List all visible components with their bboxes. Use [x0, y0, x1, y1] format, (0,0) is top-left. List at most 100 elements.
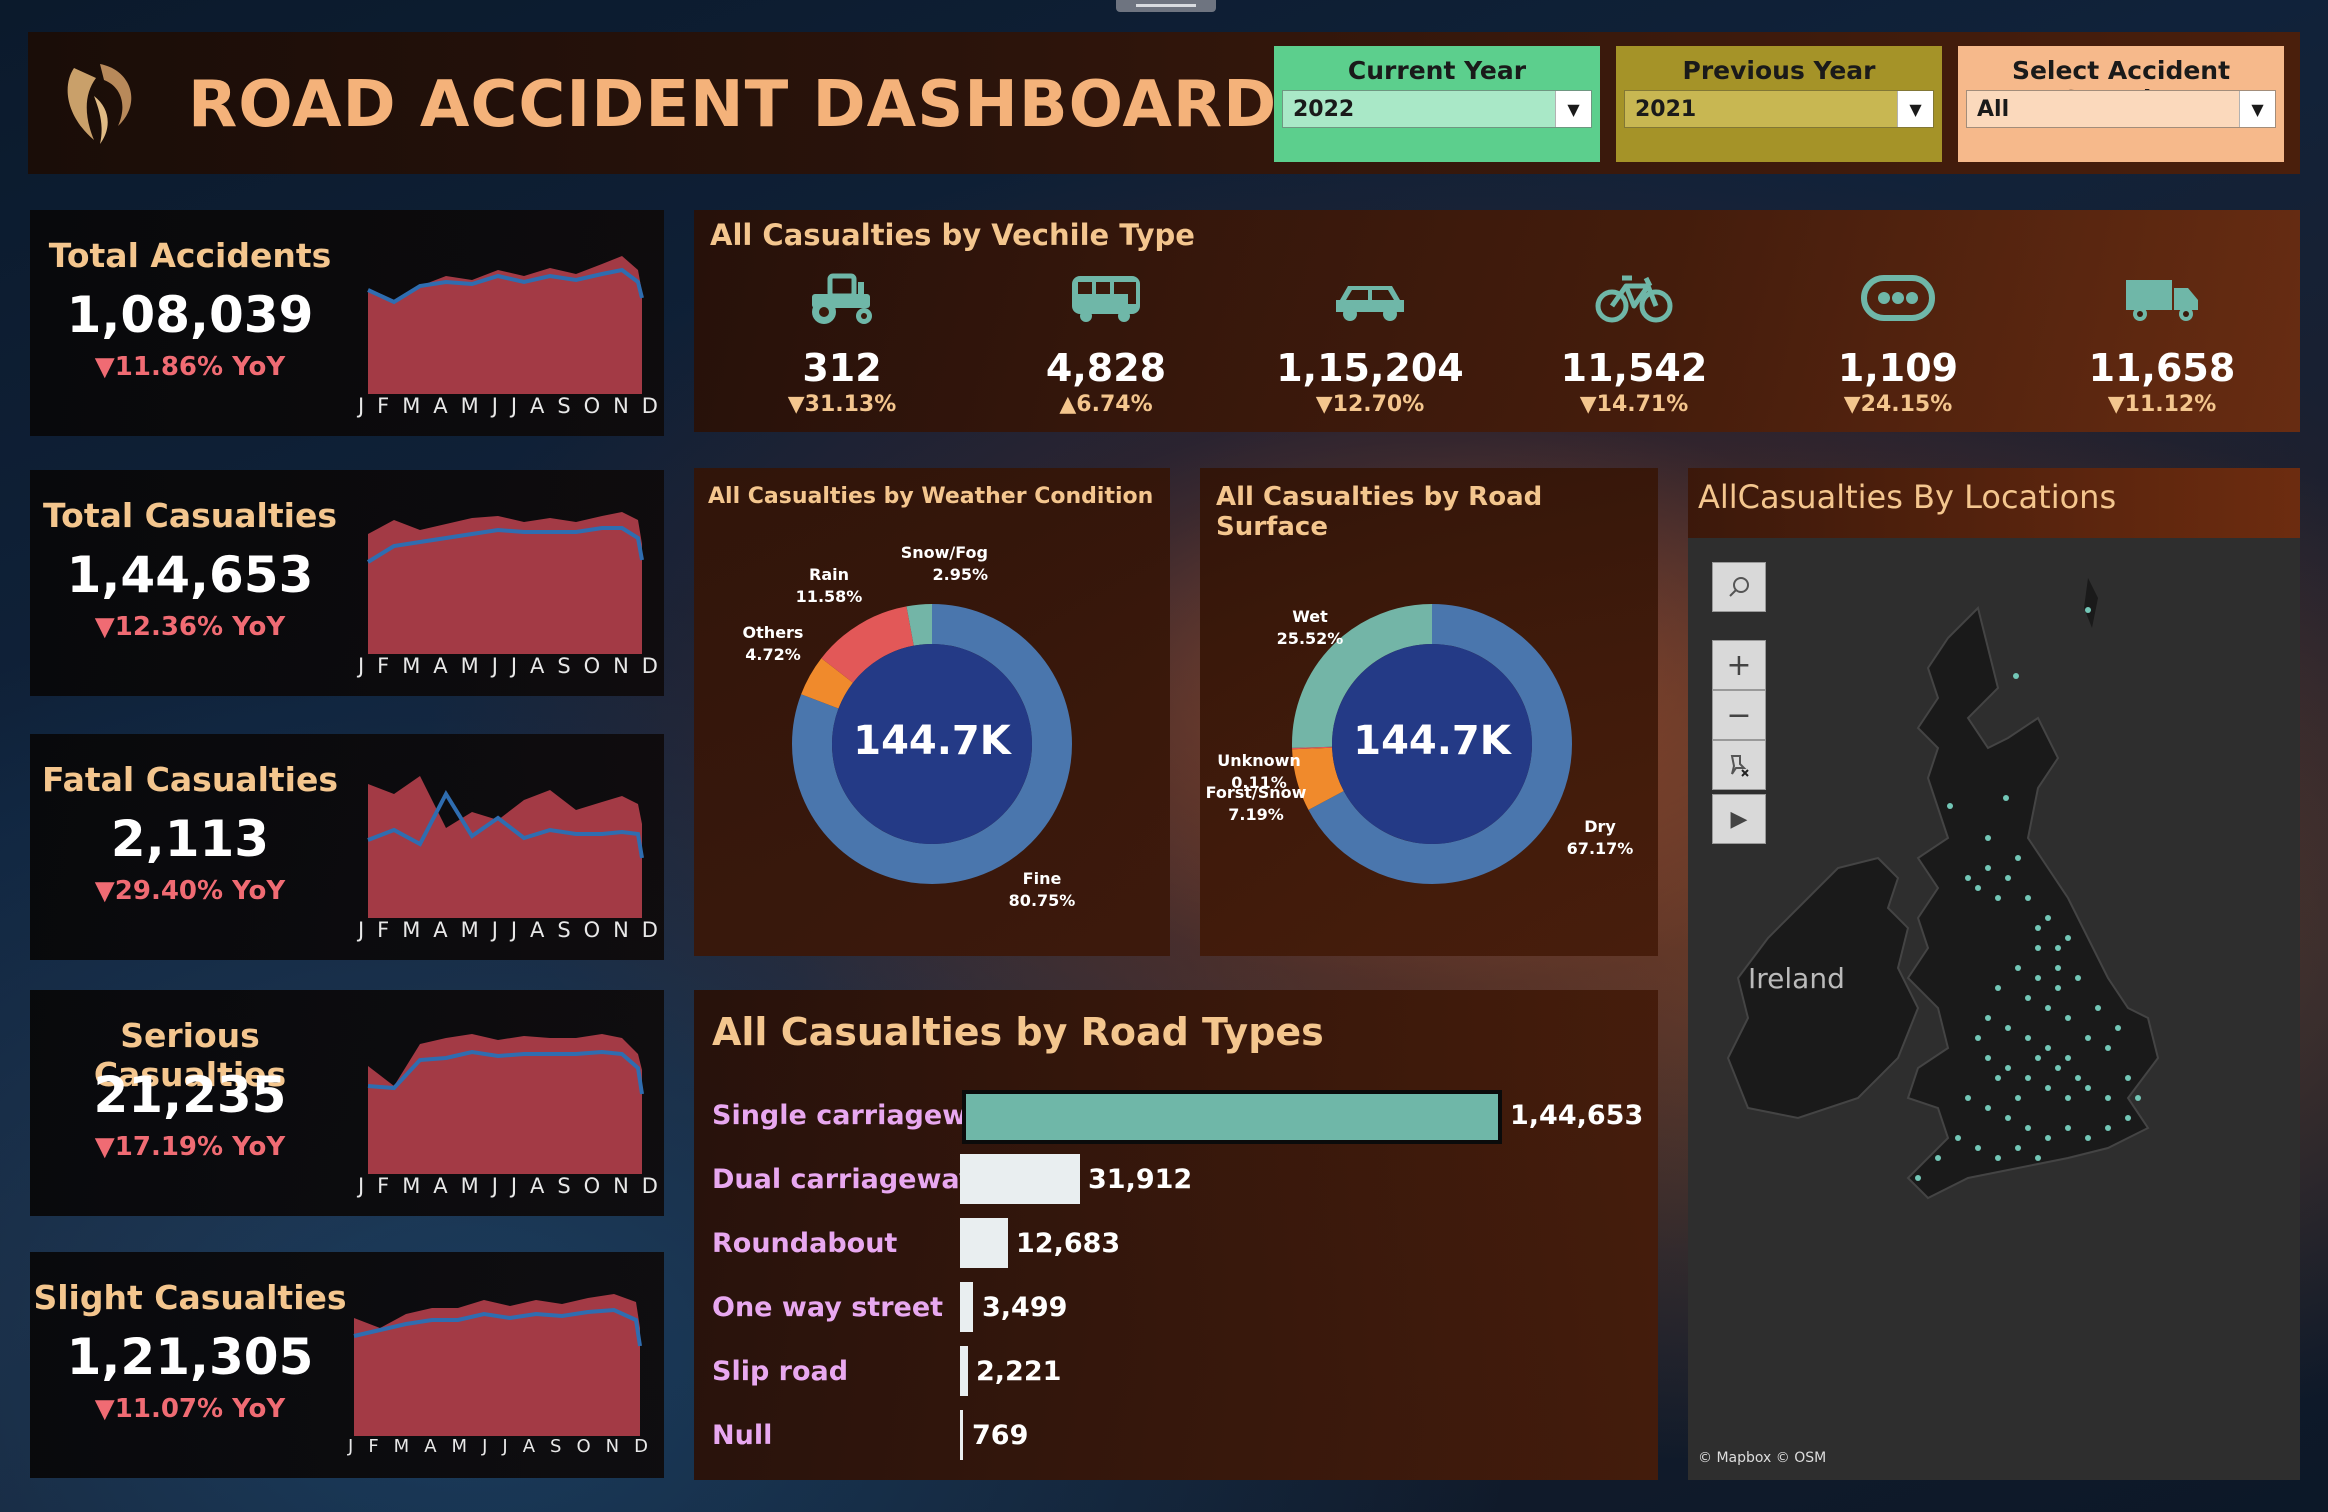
road-label: Slip road — [712, 1356, 849, 1387]
road-row-slip[interactable]: Slip road 2,221 — [694, 1346, 1658, 1400]
logo-icon — [67, 64, 132, 144]
vehicle-change: ▼24.15% — [1843, 392, 1953, 417]
kpi-label: Serious Casualties — [93, 1016, 287, 1094]
map-play-button[interactable]: ▶ — [1712, 794, 1766, 844]
previous-year-filter: Previous Year 2021 ▼ — [1616, 46, 1942, 162]
kpi-label: Total Casualties — [43, 496, 337, 535]
plus-icon: + — [1726, 647, 1752, 683]
kpi-yoy: ▼17.19% YoY — [94, 1132, 286, 1162]
kpi-slight-casualties[interactable]: Slight Casualties 1,21,305 ▼11.07% YoY J… — [30, 1252, 664, 1478]
road-value: 769 — [972, 1420, 1029, 1451]
surface-donut-chart[interactable] — [1200, 468, 1658, 956]
label-snow: Snow/Fog 2.95% — [900, 543, 988, 584]
road-value: 31,912 — [1088, 1164, 1193, 1195]
vehicle-change: ▼12.70% — [1315, 392, 1425, 417]
kpi-value: 1,44,653 — [66, 546, 314, 604]
road-bar[interactable] — [960, 1218, 1008, 1268]
road-bar[interactable] — [960, 1346, 968, 1396]
road-label: Dual carriageway — [712, 1164, 977, 1195]
chevron-down-icon[interactable]: ▼ — [1555, 91, 1591, 127]
vehicle-change: ▲6.74% — [1059, 392, 1153, 417]
panel-title: All Casualties by Weather Condition — [708, 484, 1154, 509]
vehicle-item-bus[interactable]: 4,828 ▲6.74% — [1006, 270, 1206, 417]
chevron-down-icon[interactable]: ▼ — [1897, 91, 1933, 127]
sparkline-chart[interactable] — [360, 490, 650, 654]
map-search-button[interactable] — [1712, 562, 1766, 612]
road-value: 1,44,653 — [1510, 1100, 1644, 1131]
map-zoom-in-button[interactable]: + — [1712, 640, 1766, 690]
kpi-yoy: ▼11.86% YoY — [94, 352, 286, 382]
vehicle-value: 11,542 — [1560, 346, 1708, 390]
sparkline-chart[interactable] — [360, 754, 650, 918]
chevron-down-icon[interactable]: ▼ — [2239, 91, 2275, 127]
road-value: 3,499 — [982, 1292, 1068, 1323]
vehicle-item-car[interactable]: 1,15,204 ▼12.70% — [1270, 270, 1470, 417]
map-credit: © Mapbox © OSM — [1698, 1450, 1827, 1466]
road-row-roundabout[interactable]: Roundabout 12,683 — [694, 1218, 1658, 1272]
current-year-select[interactable]: 2022 ▼ — [1282, 90, 1592, 128]
road-label: Null — [712, 1420, 773, 1451]
road-bar[interactable] — [960, 1282, 973, 1332]
severity-filter: Select Accident Severity All ▼ — [1958, 46, 2284, 162]
bus-icon — [1072, 276, 1140, 322]
road-bar[interactable] — [960, 1410, 963, 1460]
road-label: Single carriageway — [712, 1100, 1003, 1131]
road-bar[interactable] — [962, 1090, 1502, 1144]
donut-center-value: 144.7K — [1353, 718, 1511, 764]
vehicle-value: 4,828 — [1045, 346, 1167, 390]
tractor-icon — [812, 273, 872, 324]
road-bar[interactable] — [960, 1154, 1080, 1204]
label-wet: Wet 25.52% — [1276, 607, 1344, 648]
map-zoom-out-button[interactable]: − — [1712, 690, 1766, 740]
label-dry: Dry 67.17% — [1566, 817, 1634, 858]
panel-title: AllCasualties By Locations — [1698, 478, 2117, 516]
vehicle-type-panel: All Casualties by Vechile Type 312 ▼31.1… — [694, 210, 2300, 432]
page-title: ROAD ACCIDENT DASHBOARD — [188, 68, 1278, 142]
map-unpin-button[interactable] — [1712, 740, 1766, 790]
window-drag-handle[interactable] — [1116, 0, 1216, 12]
road-row-null[interactable]: Null 769 — [694, 1410, 1658, 1464]
previous-year-select[interactable]: 2021 ▼ — [1624, 90, 1934, 128]
severity-select[interactable]: All ▼ — [1966, 90, 2276, 128]
pin-clear-icon — [1730, 755, 1749, 777]
kpi-yoy: ▼11.07% YoY — [94, 1394, 286, 1424]
bicycle-icon — [1595, 275, 1673, 323]
vehicle-item-truck[interactable]: 11,658 ▼11.12% — [2062, 270, 2262, 417]
vehicle-item-bicycle[interactable]: 11,542 ▼14.71% — [1534, 270, 1734, 417]
vehicle-value: 1,109 — [1837, 346, 1959, 390]
kpi-yoy: ▼29.40% YoY — [94, 876, 286, 906]
road-value: 12,683 — [1016, 1228, 1121, 1259]
panel-title: All Casualties by Road Types — [712, 1010, 1324, 1054]
kpi-label: Total Accidents — [48, 236, 332, 275]
vehicle-item-other[interactable]: 1,109 ▼24.15% — [1798, 270, 1998, 417]
vehicle-value: 11,658 — [2088, 346, 2236, 390]
current-year-value: 2022 — [1293, 97, 1355, 122]
sparkline-chart[interactable] — [360, 1010, 650, 1174]
uk-map[interactable]: Ireland — [1688, 538, 2300, 1480]
weather-panel: All Casualties by Weather Condition 144.… — [694, 468, 1170, 956]
minus-icon: − — [1726, 697, 1752, 733]
label-frost: Forst/Snow 7.19% — [1205, 783, 1307, 824]
road-label: Roundabout — [712, 1228, 898, 1259]
sparkline-chart[interactable] — [346, 1272, 646, 1436]
map-header: AllCasualties By Locations — [1688, 468, 2300, 538]
vehicle-item-tractor[interactable]: 312 ▼31.13% — [742, 270, 942, 417]
road-row-oneway[interactable]: One way street 3,499 — [694, 1282, 1658, 1336]
segment-snow[interactable] — [792, 604, 1072, 884]
road-row-single[interactable]: Single carriageway 1,44,653 — [694, 1090, 1658, 1144]
kpi-value: 1,21,305 — [66, 1328, 314, 1386]
segment-wet[interactable] — [1292, 604, 1572, 884]
sparkline-chart[interactable] — [360, 230, 650, 394]
weather-donut-chart[interactable] — [694, 468, 1170, 956]
road-row-dual[interactable]: Dual carriageway 31,912 — [694, 1154, 1658, 1208]
label-fine: Fine 80.75% — [1008, 869, 1076, 910]
previous-year-label: Previous Year — [1682, 56, 1876, 85]
casualty-dots — [1915, 607, 2141, 1181]
